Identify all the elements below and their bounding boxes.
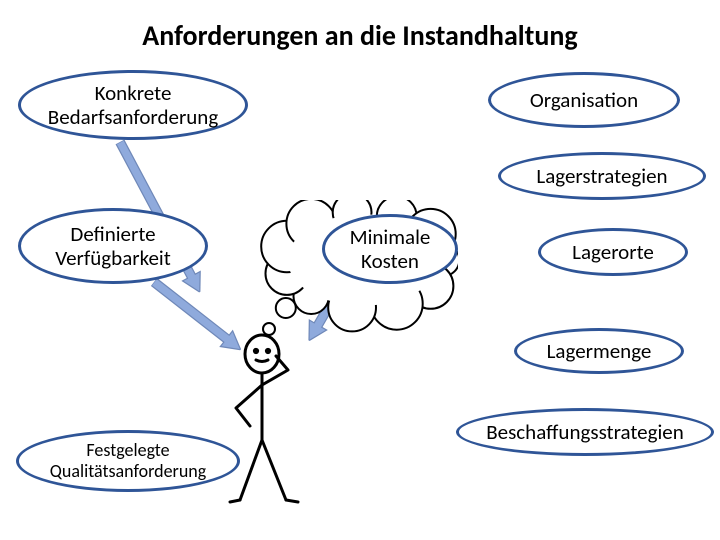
- node-organisation: Organisation: [488, 72, 680, 128]
- node-lagerstrategien: Lagerstrategien: [498, 152, 706, 200]
- node-label: FestgelegteQualitätsanforderung: [50, 440, 206, 481]
- node-festgelegte: FestgelegteQualitätsanforderung: [16, 430, 240, 492]
- node-label: Lagerorte: [572, 240, 654, 264]
- stick-figure: [210, 330, 330, 520]
- node-label: KonkreteBedarfsanforderung: [48, 81, 218, 129]
- node-definierte: DefinierteVerfügbarkeit: [18, 208, 208, 284]
- node-label: Lagermenge: [547, 339, 652, 363]
- node-label: Beschaffungsstrategien: [486, 420, 684, 444]
- node-konkrete: KonkreteBedarfsanforderung: [18, 70, 248, 140]
- diagram-stage: Anforderungen an die Instandhaltung Konk…: [0, 0, 720, 540]
- node-label: Organisation: [530, 88, 638, 112]
- node-beschaffung: Beschaffungsstrategien: [456, 408, 714, 456]
- node-label: Lagerstrategien: [536, 164, 667, 188]
- node-lagermenge: Lagermenge: [514, 328, 684, 374]
- node-label: MinimaleKosten: [350, 225, 431, 273]
- node-minimale: MinimaleKosten: [322, 214, 458, 284]
- page-title: Anforderungen an die Instandhaltung: [0, 18, 720, 53]
- node-label: DefinierteVerfügbarkeit: [55, 222, 171, 270]
- node-lagerorte: Lagerorte: [538, 228, 688, 276]
